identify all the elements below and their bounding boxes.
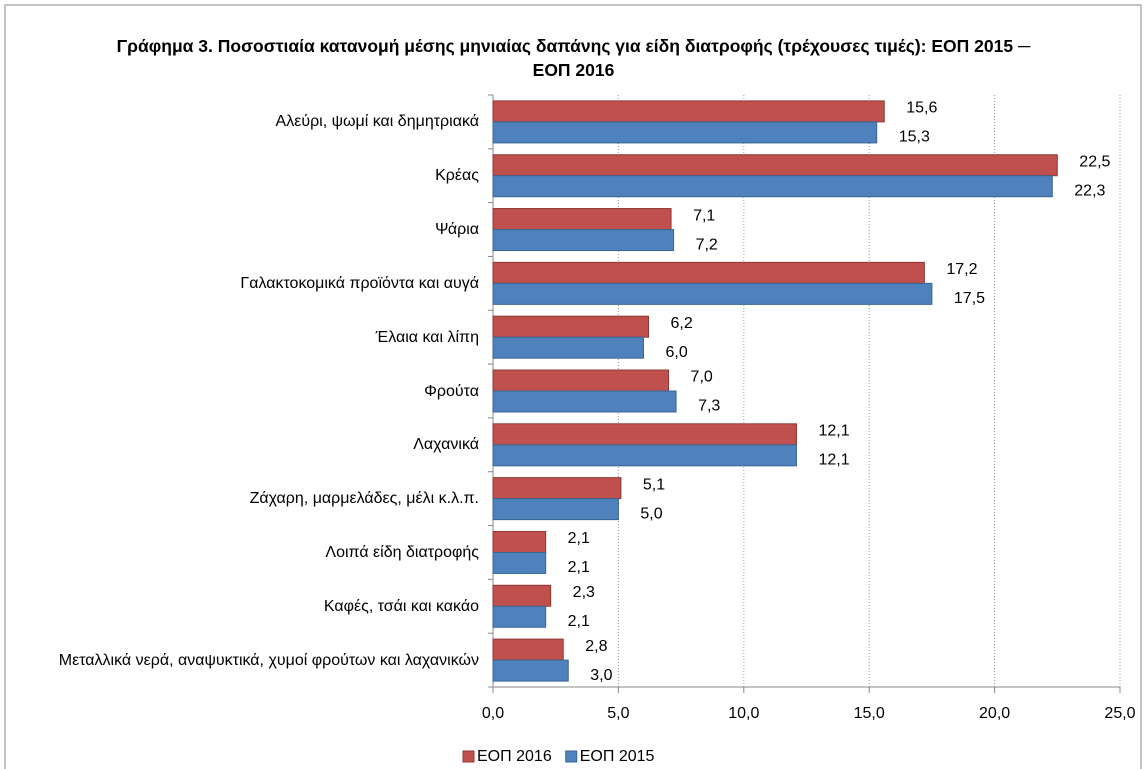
y-tick-label: Ζάχαρη, μαρμελάδες, μέλι κ.λ.π. (249, 490, 479, 508)
y-tick-label-box: Ζάχαρη, μαρμελάδες, μέλι κ.λ.π. (0, 489, 479, 508)
data-label: 7,2 (696, 236, 718, 253)
data-label: 15,6 (906, 100, 937, 117)
data-label: 2,1 (568, 613, 590, 630)
y-tick-label: Μεταλλικά νερά, αναψυκτικά, χυμοί φρούτω… (58, 651, 479, 669)
y-tick-label-box: Μεταλλικά νερά, αναψυκτικά, χυμοί φρούτω… (0, 651, 479, 670)
y-tick-label: Λαχανικά (413, 436, 479, 454)
legend-label: ΕΟΠ 2015 (580, 748, 655, 765)
data-label: 12,1 (818, 423, 849, 440)
bar (492, 498, 619, 521)
data-label: 2,1 (568, 559, 590, 576)
chart-border (4, 4, 1142, 769)
data-label: 7,0 (691, 369, 713, 386)
y-tick-label: Γαλακτοκομικά προϊόντα και αυγά (240, 274, 479, 292)
bar (492, 315, 649, 338)
y-tick-label-box: Έλαια και λίπη (0, 328, 479, 347)
data-label: 2,3 (573, 584, 595, 601)
bar (492, 605, 547, 628)
chart-title: Γράφημα 3. Ποσοστιαία κατανομή μέσης μην… (116, 36, 1031, 80)
data-label: 3,0 (590, 667, 612, 684)
bar (492, 530, 547, 553)
bar (492, 336, 644, 359)
y-tick-label-box: Αλεύρι, ψωμί και δημητριακά (0, 112, 479, 131)
legend-swatch (462, 750, 475, 763)
bar (492, 154, 1058, 177)
data-label: 17,5 (954, 290, 985, 307)
bar (492, 261, 925, 284)
x-tick-label: 10,0 (728, 705, 759, 722)
bar (492, 369, 670, 392)
y-tick-label-box: Λαχανικά (0, 435, 479, 454)
bar (492, 477, 622, 500)
legend-label: ΕΟΠ 2016 (477, 748, 552, 765)
data-label: 2,8 (585, 638, 607, 655)
bar (492, 121, 878, 144)
y-tick-label: Λοιπά είδη διατροφής (325, 543, 479, 561)
data-label: 22,5 (1079, 153, 1110, 170)
y-tick-label: Φρούτα (424, 382, 479, 400)
legend-swatch (565, 750, 578, 763)
data-label: 17,2 (946, 261, 977, 278)
bar (492, 208, 672, 231)
y-tick-label-box: Καφές, τσάι και κακάο (0, 597, 479, 616)
bar (492, 100, 885, 123)
y-tick-label-box: Λοιπά είδη διατροφής (0, 543, 479, 562)
y-tick-label-box: Κρέας (0, 166, 479, 185)
y-tick-label-box: Φρούτα (0, 382, 479, 401)
data-label: 15,3 (899, 129, 930, 146)
data-label: 2,1 (568, 530, 590, 547)
bar (492, 229, 675, 252)
bar (492, 659, 569, 682)
data-label: 5,1 (643, 476, 665, 493)
y-tick-label: Αλεύρι, ψωμί και δημητριακά (275, 113, 479, 131)
bar (492, 423, 797, 446)
data-label: 5,0 (640, 505, 662, 522)
data-label: 7,1 (693, 207, 715, 224)
bar (492, 390, 677, 413)
y-tick-label: Ψάρια (435, 221, 479, 239)
x-tick-label: 15,0 (854, 705, 885, 722)
x-tick-label: 25,0 (1104, 705, 1135, 722)
bar (492, 282, 933, 305)
data-label: 6,0 (665, 344, 687, 361)
y-tick-label: Κρέας (435, 167, 479, 185)
data-label: 6,2 (670, 315, 692, 332)
y-tick-label: Έλαια και λίπη (375, 328, 479, 346)
data-label: 7,3 (698, 398, 720, 415)
x-tick-label: 5,0 (607, 705, 629, 722)
x-tick-label: 0,0 (482, 705, 504, 722)
y-tick-label-box: Γαλακτοκομικά προϊόντα και αυγά (0, 274, 479, 293)
y-tick-label: Καφές, τσάι και κακάο (323, 597, 479, 615)
bar (492, 175, 1053, 198)
y-tick-label-box: Ψάρια (0, 220, 479, 239)
bar (492, 444, 797, 467)
data-label: 12,1 (818, 452, 849, 469)
x-tick-label: 20,0 (979, 705, 1010, 722)
bar (492, 584, 552, 607)
bar (492, 551, 547, 574)
data-label: 22,3 (1074, 182, 1105, 199)
bar (492, 638, 564, 661)
